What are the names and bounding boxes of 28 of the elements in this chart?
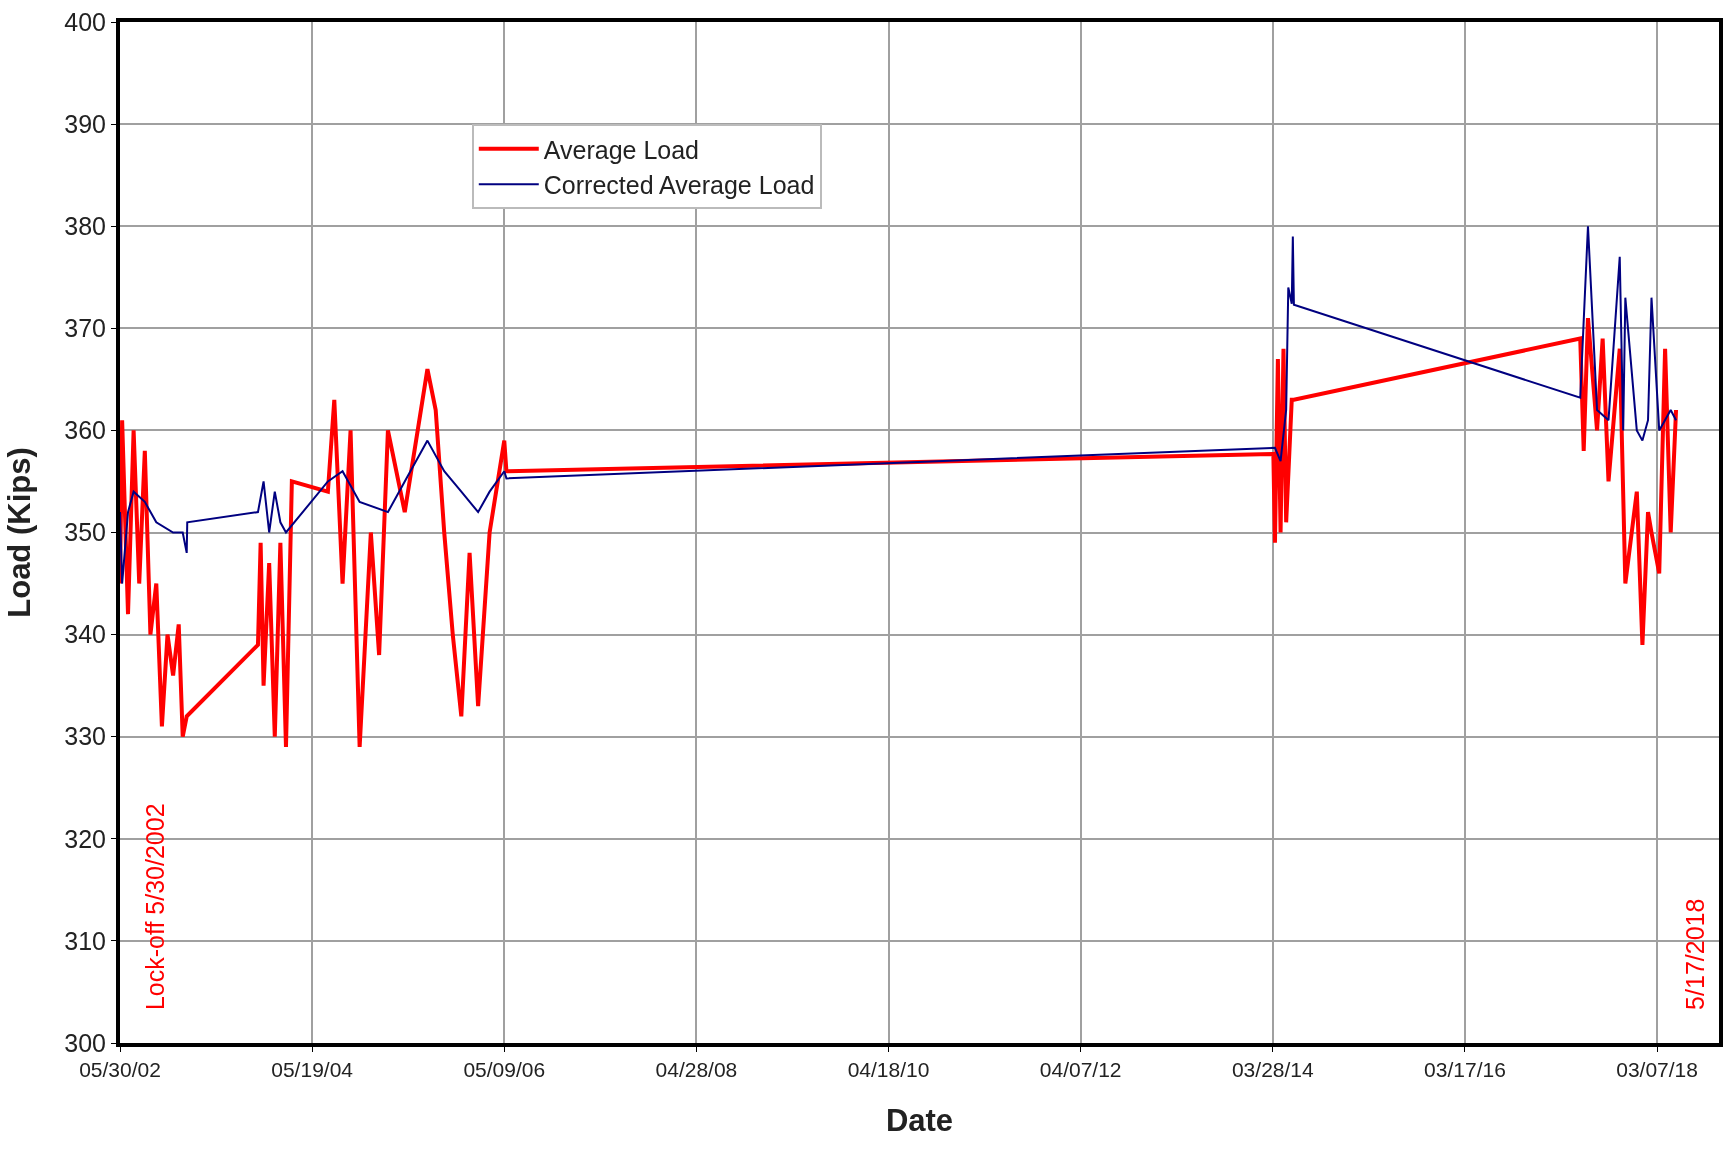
- line-series: [120, 316, 1679, 749]
- x-tick-label: 05/19/04: [271, 1058, 354, 1082]
- y-tick-label: 300: [64, 1028, 106, 1057]
- x-tick-label: 03/17/16: [1424, 1058, 1506, 1082]
- y-tick-label: 380: [64, 211, 106, 240]
- y-tick-label: 370: [64, 314, 106, 343]
- y-tick-label: 400: [64, 7, 106, 36]
- y-tick-label: 350: [64, 518, 106, 547]
- y-tick-label: 320: [64, 824, 106, 853]
- y-axis-title: Load (Kips): [2, 447, 38, 618]
- x-tick-label: 04/07/12: [1039, 1058, 1122, 1082]
- annotation: 5/17/2018: [1681, 898, 1710, 1010]
- legend-label: Corrected Average Load: [543, 171, 815, 200]
- annotation: Lock-off 5/30/2002: [141, 803, 170, 1011]
- x-tick-label: 05/30/02: [79, 1058, 161, 1082]
- y-tick-label: 340: [64, 620, 106, 649]
- x-tick-label: 04/28/08: [655, 1058, 738, 1082]
- x-axis-title: Date: [885, 1102, 954, 1138]
- line-series: [120, 225, 1678, 585]
- x-tick-label: 03/28/14: [1231, 1058, 1315, 1082]
- y-tick-label: 360: [64, 416, 106, 445]
- y-tick-label: 310: [64, 926, 106, 955]
- x-tick-label: 03/07/18: [1616, 1058, 1698, 1082]
- y-tick-label: 330: [64, 722, 106, 751]
- legend-label: Average Load: [543, 135, 700, 164]
- x-tick-label: 04/18/10: [847, 1058, 930, 1082]
- x-tick-label: 05/09/06: [463, 1058, 546, 1082]
- y-tick-label: 390: [64, 109, 106, 138]
